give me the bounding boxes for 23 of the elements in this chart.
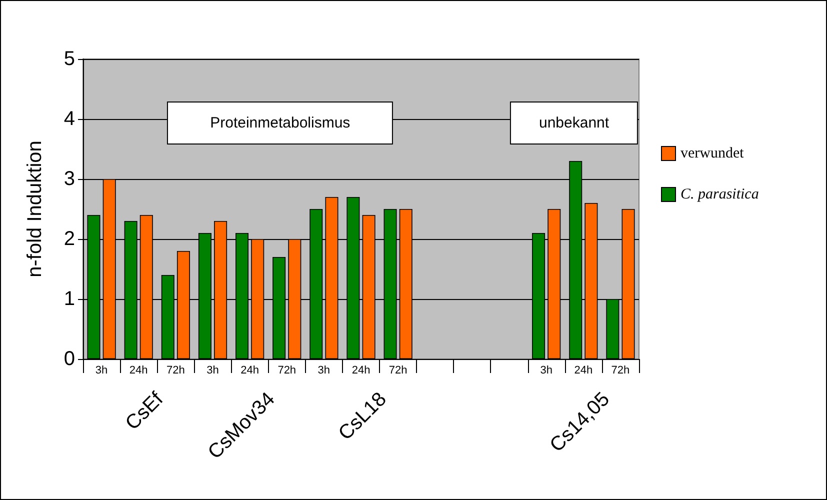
x-tick-label: 24h <box>352 364 370 376</box>
label-box: unbekannt <box>510 102 638 144</box>
legend-label: C. parasitica <box>680 186 759 202</box>
y-tick-label: 2 <box>64 228 75 250</box>
x-tick-label: 3h <box>540 364 552 376</box>
x-tick-label: 24h <box>129 364 148 376</box>
label-box: Proteinmetabolismus <box>167 102 394 144</box>
y-tick-label: 3 <box>64 168 75 190</box>
x-tick-label: 72h <box>166 364 185 376</box>
x-tick-label: 72h <box>611 364 630 376</box>
y-tick-label: 4 <box>64 108 75 130</box>
x-tick-label: 3h <box>206 364 219 376</box>
x-tick-label: 3h <box>95 364 108 376</box>
x-tick-label: 3h <box>318 364 330 376</box>
y-tick-label: 5 <box>64 48 75 70</box>
x-tick-label: 24h <box>574 364 593 376</box>
y-axis-title: n-fold Induktion <box>24 140 46 278</box>
x-tick-label: 24h <box>240 364 259 376</box>
x-tick-label: 72h <box>278 364 296 376</box>
y-tick-label: 1 <box>64 288 75 310</box>
y-tick-label: 0 <box>64 348 75 370</box>
legend-label: verwundet <box>680 146 745 162</box>
x-tick-label: 72h <box>388 364 408 376</box>
